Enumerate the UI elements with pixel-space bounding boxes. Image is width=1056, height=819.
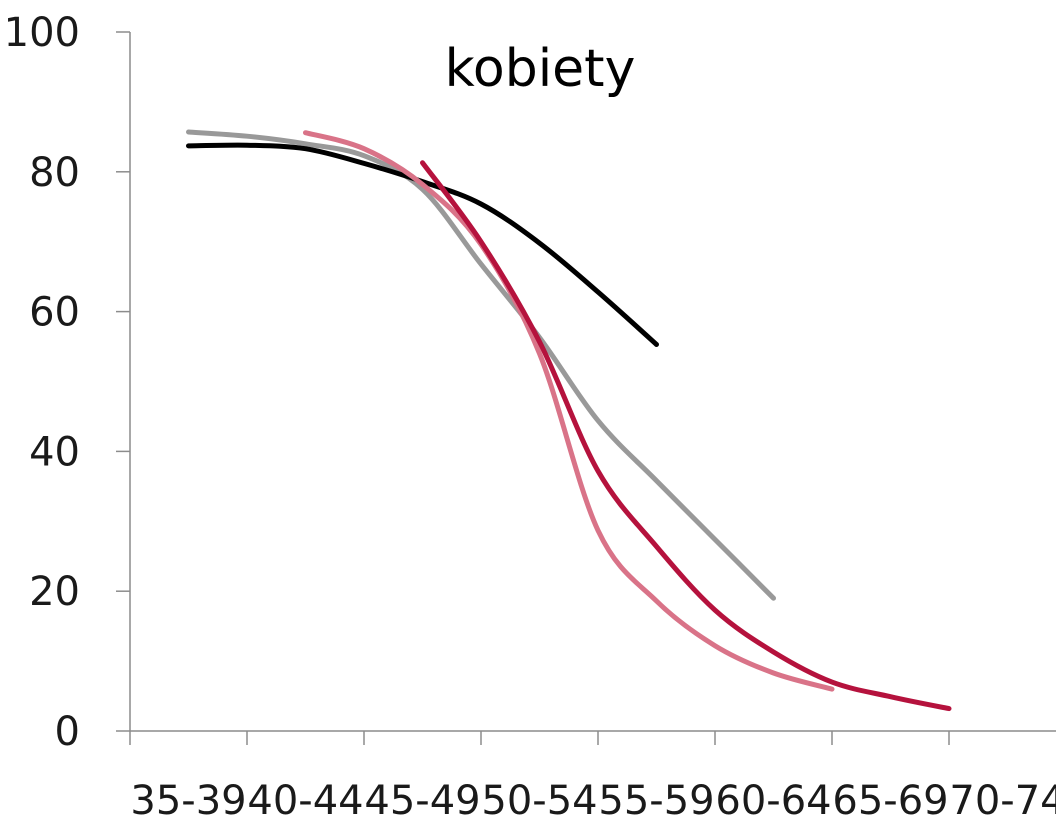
x-tick-label: 45-49 (364, 778, 480, 819)
series-line-4 (420, 160, 952, 712)
y-tick-label: 20 (29, 569, 80, 615)
series-line-1 (186, 129, 776, 601)
y-tick-labels: 0 20 40 60 80 100 (4, 10, 80, 755)
y-tick-label: 60 (29, 290, 80, 336)
x-tick-label: 65-69 (832, 778, 948, 819)
x-tick-label: 60-64 (715, 778, 831, 819)
x-tick-label: 55-59 (598, 778, 714, 819)
x-tick-labels: 35-39 40-44 45-49 50-54 55-59 60-64 65-69 70-74 (130, 778, 1056, 819)
y-tick-label: 40 (29, 429, 80, 475)
x-tick-label: 70-74 (949, 778, 1056, 819)
x-tick-label: 40-44 (247, 778, 363, 819)
series-line-3 (303, 130, 835, 692)
series-line-2 (186, 142, 659, 347)
axes (116, 31, 1056, 745)
x-tick-label: 50-54 (481, 778, 597, 819)
y-tick-label: 0 (55, 709, 80, 755)
plot-lines (186, 129, 952, 712)
y-tick-label: 80 (29, 150, 80, 196)
y-tick-label: 100 (4, 10, 80, 56)
x-tick-label: 35-39 (130, 778, 246, 819)
chart-title: kobiety (445, 39, 636, 99)
